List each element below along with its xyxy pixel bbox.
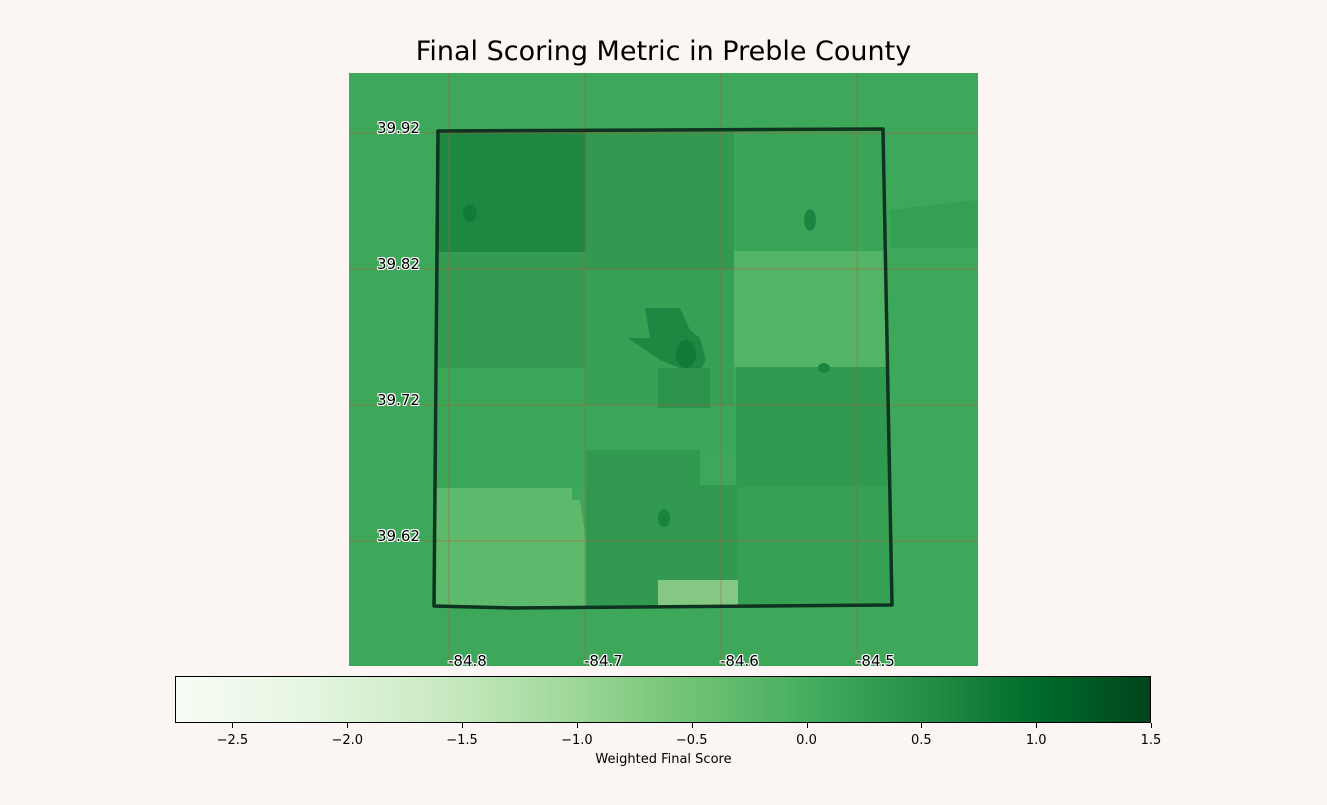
region-patch [586,131,734,269]
region-patch [734,131,884,251]
colorbar-tick [1151,723,1152,728]
colorbar-tick-label: −1.5 [446,733,478,748]
town-patch [818,363,830,373]
colorbar [175,676,1151,723]
colorbar-tick [576,723,578,728]
town-patch [658,509,670,527]
lat-tick-label: 39.82 [377,255,420,273]
region-patch [438,131,586,252]
lon-tick-label: -84.6 [720,652,759,670]
colorbar-label: Weighted Final Score [595,752,732,767]
lon-tick-label: -84.7 [584,652,623,670]
grid-lines [349,73,978,666]
region-patch [890,200,978,248]
town-patch [658,368,710,408]
lon-tick-label: -84.5 [856,652,895,670]
town-patch [676,340,696,368]
region-patch [738,487,890,606]
colorbar-tick-label: 1.0 [1025,733,1047,748]
colorbar-tick-label: −1.0 [561,733,593,748]
colorbar-tick [691,723,693,728]
region-patch [736,367,888,487]
lon-tick-label: -84.8 [448,652,487,670]
colorbar-tick-label: −0.5 [675,733,708,748]
map-title: Final Scoring Metric in Preble County [415,36,912,67]
region-patch [658,580,738,606]
town-patch [463,204,477,222]
lat-tick-label: 39.92 [377,119,420,137]
region-patch [586,405,736,450]
county-outline [432,127,894,610]
colorbar-tick-label: −2.0 [331,733,364,748]
colorbar-tick-label: 1.5 [1140,733,1162,748]
lat-tick-label: 39.62 [377,527,420,545]
region-patch [586,450,738,606]
colorbar-tick [232,723,234,728]
colorbar-tick-label: −2.5 [216,733,249,748]
colorbar-tick [921,723,923,728]
colorbar-tick [462,723,464,728]
colorbar-tick [806,723,808,728]
lat-tick-label: 39.72 [377,391,420,409]
region-patch [436,488,586,606]
colorbar-tick-label: 0.5 [911,733,932,748]
region-patch [436,252,586,368]
region-patch [436,368,586,488]
town-patch [804,209,816,231]
region-patch [734,251,886,367]
colorbar-tick [1036,723,1038,728]
colorbar-tick [347,723,349,728]
colorbar-tick-label: 0.0 [796,733,817,748]
